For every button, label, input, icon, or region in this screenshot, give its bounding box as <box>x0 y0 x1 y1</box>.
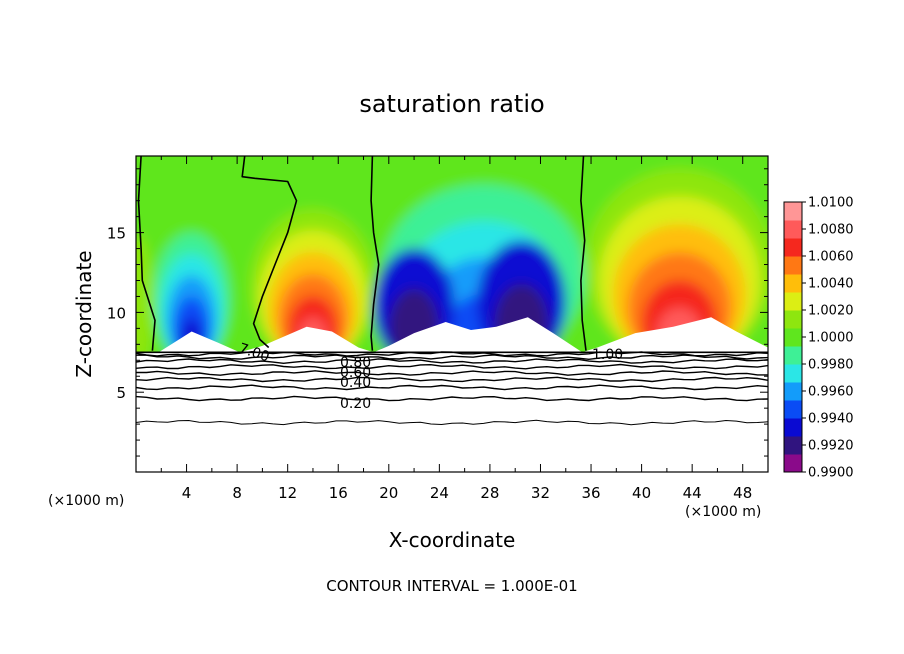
colorbar-swatch-9 <box>784 292 802 311</box>
y-tick-label-5: 5 <box>116 384 126 402</box>
colorbar-label-8: 0.9940 <box>808 412 854 427</box>
colorbar-label-1: 1.0080 <box>808 223 854 238</box>
contour-line-vertical-0 <box>137 156 156 351</box>
x-axis: 4 8 12 16 20 24 28 32 36 40 44 48 <box>160 156 752 502</box>
colorbar-label-10: 0.9900 <box>808 466 854 481</box>
colorbar-swatch-5 <box>784 364 802 383</box>
colorbar-label-2: 1.0060 <box>808 250 854 265</box>
contour-line-1 <box>136 395 768 402</box>
contour-interval-text: CONTOUR INTERVAL = 1.000E-01 <box>326 577 577 595</box>
colorbar-label-9: 0.9920 <box>808 439 854 454</box>
x-tick-label-24: 24 <box>430 484 449 502</box>
contour-line-6 <box>136 358 768 365</box>
colorbar-swatch-14 <box>784 202 802 221</box>
colorbar-label-3: 1.0040 <box>808 277 854 292</box>
x-tick-label-48: 48 <box>733 484 752 502</box>
contour-label-080: 0.80 <box>340 355 371 371</box>
contour-label-060: 0.60 <box>340 365 371 381</box>
x-axis-label: X-coordinate <box>389 528 516 552</box>
x-unit-label-left: (×1000 m) <box>48 493 124 509</box>
x-tick-label-8: 8 <box>232 484 242 502</box>
colorbar-swatch-8 <box>784 310 802 329</box>
contour-label-040: 0.40 <box>340 375 371 391</box>
plot-frame <box>135 155 769 473</box>
contour-line-2 <box>136 384 768 391</box>
x-tick-label-16: 16 <box>329 484 348 502</box>
x-tick-label-32: 32 <box>531 484 550 502</box>
x-tick-label-12: 12 <box>278 484 297 502</box>
x-tick-label-44: 44 <box>683 484 702 502</box>
colorbar: 1.0100 1.0080 1.0060 1.0040 1.0020 1.0000 0.99… <box>783 196 854 481</box>
colorbar-label-5: 1.0000 <box>808 331 854 346</box>
y-axis: 5 10 15 <box>107 168 768 457</box>
colorbar-label-4: 1.0020 <box>808 304 854 319</box>
x-unit-label-right: (×1000 m) <box>685 504 761 520</box>
contour-line-3 <box>136 376 768 383</box>
contour-line-5 <box>136 363 768 370</box>
contour-line-0 <box>136 419 768 426</box>
x-tick-label-36: 36 <box>581 484 600 502</box>
contour-line-vertical-2 <box>370 156 380 351</box>
y-tick-label-15: 15 <box>107 225 126 243</box>
contour-line-vertical-1 <box>241 156 298 349</box>
colorbar-swatch-13 <box>784 220 802 239</box>
x-tick-label-20: 20 <box>379 484 398 502</box>
y-tick-label-10: 10 <box>107 304 126 322</box>
field-zone-left-edge <box>136 234 154 375</box>
colorbar-swatch-1 <box>784 436 802 455</box>
colorbar-label-7: 0.9960 <box>808 385 854 400</box>
colorbar-swatch-3 <box>784 400 802 419</box>
x-tick-label-40: 40 <box>632 484 651 502</box>
contour-line-vertical-3 <box>580 156 587 351</box>
y-axis-label: Z-coordinate <box>72 250 96 377</box>
colorbar-label-0: 1.0100 <box>808 196 854 211</box>
contour-lines <box>136 156 768 426</box>
colorbar-swatch-6 <box>784 346 802 365</box>
chart-title: saturation ratio <box>359 90 544 118</box>
x-tick-label-4: 4 <box>182 484 192 502</box>
contour-line-4 <box>136 370 768 376</box>
contour-labels: 7.00 0.80 0.60 0.40 0.20 1.00 <box>237 341 623 412</box>
plot-area <box>136 156 768 472</box>
colorbar-swatch-11 <box>784 256 802 275</box>
colorbar-swatch-12 <box>784 238 802 257</box>
contour-line-7 <box>136 354 768 361</box>
colorbar-label-6: 0.9980 <box>808 358 854 373</box>
colorbar-swatch-2 <box>784 418 802 437</box>
contour-label-020: 0.20 <box>340 396 371 412</box>
colorbar-swatch-7 <box>784 328 802 347</box>
x-tick-label-28: 28 <box>480 484 499 502</box>
colorbar-swatch-0 <box>784 454 802 473</box>
colorbar-swatch-10 <box>784 274 802 293</box>
colorbar-swatch-4 <box>784 382 802 401</box>
contour-label-100: 1.00 <box>592 347 623 363</box>
